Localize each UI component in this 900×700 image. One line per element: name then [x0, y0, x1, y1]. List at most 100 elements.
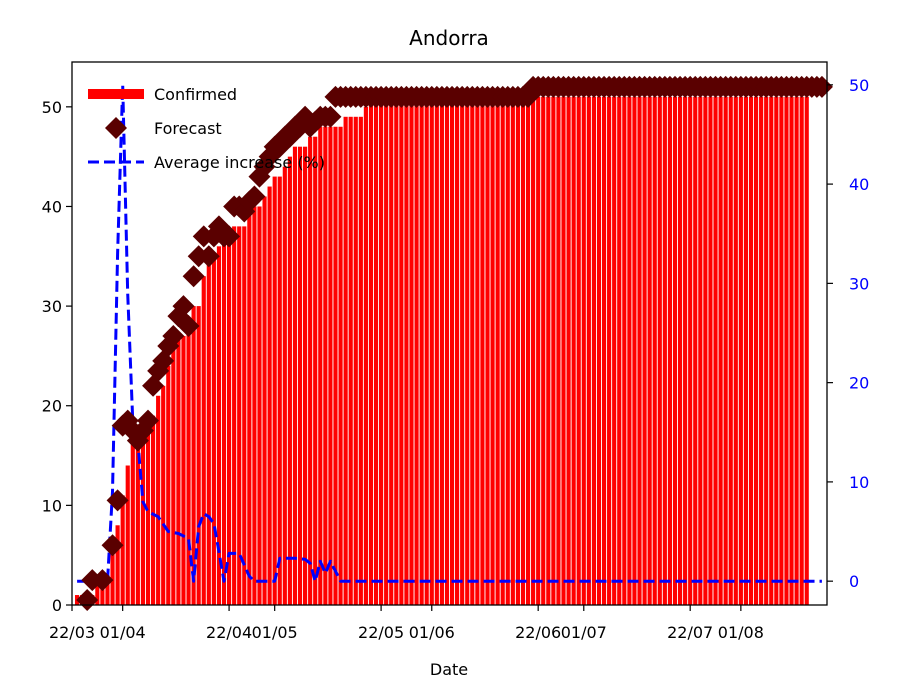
confirmed-bar: [738, 96, 743, 606]
confirmed-bar: [232, 226, 237, 605]
confirmed-bar: [110, 545, 115, 605]
right-y-tick-label: 30: [849, 274, 869, 293]
confirmed-bar: [779, 96, 784, 606]
confirmed-bar: [348, 116, 353, 606]
legend: Confirmed Forecast Average increase (%): [88, 85, 325, 172]
confirmed-bar: [637, 96, 642, 606]
confirmed-bar: [424, 96, 429, 606]
confirmed-bar: [394, 96, 399, 606]
confirmed-bar: [130, 425, 135, 605]
confirmed-bar: [470, 96, 475, 606]
confirmed-bar: [414, 96, 419, 606]
confirmed-bar: [262, 196, 267, 605]
confirmed-bar: [196, 306, 201, 605]
right-y-tick-label: 0: [849, 572, 859, 591]
confirmed-bar: [404, 96, 409, 606]
confirmed-bar: [591, 96, 596, 606]
x-tick-label: 22/07: [667, 623, 713, 642]
confirmed-bar: [683, 96, 688, 606]
x-tick-label: 22/05: [358, 623, 404, 642]
confirmed-bar: [759, 96, 764, 606]
confirmed-bar: [799, 96, 804, 606]
right-y-tick-label: 10: [849, 473, 869, 492]
confirmed-bar: [297, 146, 303, 605]
confirmed-bar: [191, 306, 196, 605]
confirmed-bar: [688, 96, 693, 606]
left-y-tick-label: 20: [42, 397, 62, 416]
confirmed-bar: [561, 96, 566, 606]
confirmed-bar: [576, 96, 581, 606]
confirmed-bar: [176, 335, 181, 605]
forecast-marker: [243, 185, 266, 208]
confirmed-bar: [510, 96, 515, 606]
confirmed-bar: [318, 126, 323, 605]
confirmed-bar: [292, 146, 298, 605]
confirmed-bar: [358, 116, 363, 606]
confirmed-bar: [718, 96, 723, 606]
confirmed-bar: [247, 206, 252, 605]
x-axis-label: Date: [430, 660, 468, 679]
confirmed-bar: [541, 96, 546, 606]
confirmed-bar: [485, 96, 490, 606]
forecast-marker: [137, 409, 160, 432]
confirmed-bar: [186, 326, 191, 605]
x-tick-label: 22/03: [49, 623, 95, 642]
x-tick-label: 01/06: [409, 623, 455, 642]
confirmed-bar: [475, 96, 480, 606]
confirmed-bar: [804, 96, 809, 606]
forecast-marker: [197, 245, 220, 268]
confirmed-bar: [566, 96, 571, 606]
confirmed-bar: [662, 96, 667, 606]
legend-label-increase: Average increase (%): [154, 153, 325, 172]
confirmed-bar: [409, 96, 414, 606]
confirmed-bar: [789, 96, 794, 606]
confirmed-bar: [546, 96, 551, 606]
confirmed-bar: [460, 96, 465, 606]
confirmed-bar: [135, 435, 140, 605]
legend-confirmed-swatch: [88, 89, 144, 99]
confirmed-bar: [571, 96, 576, 606]
left-y-tick-label: 0: [52, 596, 62, 615]
confirmed-bar: [657, 96, 662, 606]
confirmed-bar: [257, 206, 262, 605]
confirmed-bar: [171, 345, 176, 605]
x-tick-label: 01/08: [718, 623, 764, 642]
confirmed-bar: [774, 96, 779, 606]
confirmed-bar: [784, 96, 789, 606]
plot-frame: [71, 61, 828, 606]
forecast-marker: [106, 489, 129, 512]
confirmed-bar: [115, 525, 120, 605]
confirmed-bar: [368, 96, 374, 606]
average-increase-line-layer: [77, 83, 822, 583]
right-y-axis: 0 10 20 30 40 50: [827, 76, 869, 591]
right-y-tick-label: 50: [849, 76, 869, 95]
confirmed-bar: [743, 96, 749, 606]
x-tick-label: 22/04: [206, 623, 252, 642]
average-increase-line: [77, 83, 822, 583]
confirmed-bar: [536, 96, 541, 606]
confirmed-bar: [713, 96, 718, 606]
legend-label-confirmed: Confirmed: [154, 85, 237, 104]
confirmed-bar: [723, 96, 728, 606]
confirmed-bar: [323, 126, 328, 605]
confirmed-bar: [399, 96, 404, 606]
confirmed-bar: [693, 96, 698, 606]
confirmed-bar: [333, 126, 338, 605]
confirmed-bar: [120, 495, 125, 605]
confirmed-bar: [581, 96, 586, 606]
confirmed-bar: [237, 226, 242, 605]
right-y-tick-label: 40: [849, 175, 869, 194]
right-y-tick-label: 20: [849, 374, 869, 393]
confirmed-bar: [439, 96, 444, 606]
confirmed-bar: [353, 116, 358, 606]
confirmed-bar: [764, 96, 769, 606]
confirmed-bar: [551, 96, 556, 606]
confirmed-bar: [632, 96, 637, 606]
confirmed-bar: [221, 236, 227, 606]
x-tick-label: 01/07: [561, 623, 607, 642]
confirmed-bar: [703, 96, 708, 606]
confirmed-bar: [652, 96, 657, 606]
confirmed-bar: [622, 96, 627, 606]
confirmed-bar: [166, 365, 171, 605]
confirmed-bar: [242, 226, 247, 605]
